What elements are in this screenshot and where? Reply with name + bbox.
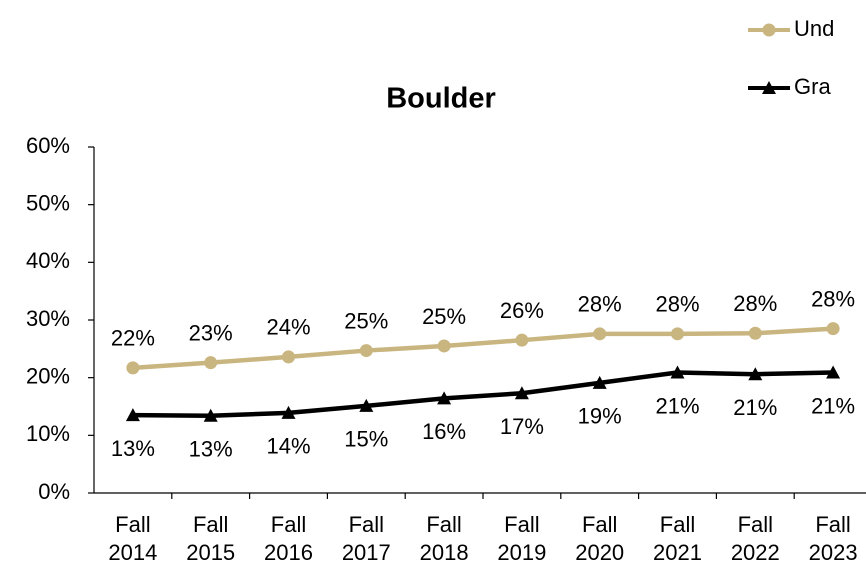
data-label: 21% (655, 393, 699, 418)
marker (826, 365, 841, 379)
data-label: 19% (578, 404, 622, 429)
data-label: 13% (111, 436, 155, 461)
y-tick-label: 10% (26, 421, 70, 446)
data-label: 24% (266, 315, 310, 340)
data-label: 25% (422, 304, 466, 329)
data-label: 25% (344, 308, 388, 333)
marker (203, 408, 218, 422)
marker (437, 391, 452, 405)
x-tick-label: Fall 2015 (186, 512, 235, 565)
x-tick-label: Fall 2016 (264, 512, 313, 565)
data-label: 14% (266, 434, 310, 459)
series-line (132, 326, 834, 371)
legend-label: Gra (794, 74, 831, 99)
marker (762, 81, 776, 94)
marker (671, 327, 684, 341)
data-label: 16% (422, 419, 466, 444)
x-tick-label: Fall 2018 (420, 512, 469, 565)
data-label: 17% (500, 414, 544, 439)
marker (281, 405, 296, 419)
data-label: 15% (344, 427, 388, 452)
series-line (132, 370, 834, 418)
y-tick-label: 20% (26, 363, 70, 388)
marker (670, 365, 685, 379)
marker (125, 408, 140, 422)
data-label: 28% (811, 286, 855, 311)
marker (748, 326, 762, 340)
x-tick-label: Fall 2017 (342, 512, 391, 565)
marker (437, 339, 451, 353)
marker (592, 375, 607, 389)
chart-title: Boulder (386, 83, 496, 115)
x-tick-label: Fall 2014 (108, 512, 157, 565)
marker (514, 386, 529, 400)
legend-label: Und (794, 16, 834, 41)
data-label: 28% (733, 291, 777, 316)
data-label: 23% (189, 320, 233, 345)
marker (359, 344, 373, 358)
x-tick-label: Fall 2022 (731, 512, 780, 565)
marker (282, 350, 295, 364)
y-tick-label: 0% (38, 479, 70, 504)
y-tick-label: 40% (26, 248, 70, 273)
marker (593, 327, 607, 341)
data-label: 28% (578, 292, 622, 317)
data-label: 28% (655, 292, 699, 317)
marker (204, 356, 218, 370)
marker (748, 367, 763, 381)
x-tick-label: Fall 2023 (809, 512, 858, 565)
data-label: 21% (811, 393, 855, 418)
y-tick-label: 30% (26, 306, 70, 331)
y-tick-label: 50% (26, 190, 70, 215)
data-label: 13% (189, 437, 233, 462)
data-label: 26% (500, 298, 544, 323)
marker (826, 322, 840, 336)
data-label: 22% (111, 326, 155, 351)
y-tick-label: 60% (26, 133, 70, 158)
marker (762, 23, 776, 37)
x-tick-label: Fall 2020 (575, 512, 624, 565)
x-tick-label: Fall 2019 (497, 512, 546, 565)
marker (359, 398, 374, 412)
data-label: 21% (733, 395, 777, 420)
x-tick-label: Fall 2021 (653, 512, 702, 565)
marker (126, 361, 140, 375)
marker (515, 333, 529, 347)
